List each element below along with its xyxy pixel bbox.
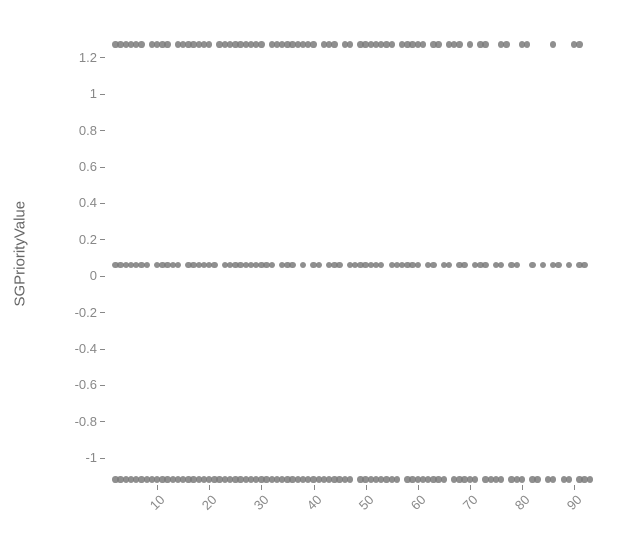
x-tick-mark (470, 485, 471, 490)
y-tick-mark (100, 312, 105, 313)
data-point (289, 262, 295, 268)
x-tick-mark (574, 485, 575, 490)
y-tick-label: 1.2 (79, 50, 97, 65)
data-point (211, 262, 217, 268)
data-point (347, 41, 353, 47)
y-tick-label: 0.2 (79, 232, 97, 247)
y-tick-label: -0.6 (75, 377, 97, 392)
y-tick-mark (100, 421, 105, 422)
data-point (566, 262, 572, 268)
y-tick-mark (100, 130, 105, 131)
data-point (587, 476, 593, 482)
data-point (175, 262, 181, 268)
y-tick-mark (100, 349, 105, 350)
data-point (482, 262, 488, 268)
data-point (316, 262, 322, 268)
y-tick-mark (100, 167, 105, 168)
x-tick-mark (209, 485, 210, 490)
data-point (430, 262, 436, 268)
y-tick-label: 1 (90, 86, 97, 101)
data-point (310, 41, 316, 47)
y-tick-label: -0.8 (75, 414, 97, 429)
data-point (258, 41, 264, 47)
data-point (472, 476, 478, 482)
x-tick-mark (522, 485, 523, 490)
data-point (394, 476, 400, 482)
x-tick-mark (418, 485, 419, 490)
data-point (529, 262, 535, 268)
data-point (519, 476, 525, 482)
x-tick-label: 30 (251, 492, 272, 513)
y-tick-label: -0.4 (75, 341, 97, 356)
x-tick-label: 60 (408, 492, 429, 513)
y-axis-label: SGPriorityValue (12, 206, 29, 306)
data-point (514, 262, 520, 268)
data-point (566, 476, 572, 482)
data-point (331, 41, 337, 47)
y-tick-mark (100, 203, 105, 204)
data-point (138, 41, 144, 47)
y-tick-label: 0.4 (79, 195, 97, 210)
x-tick-label: 10 (147, 492, 168, 513)
x-tick-label: 20 (199, 492, 220, 513)
y-tick-label: 0.8 (79, 123, 97, 138)
x-tick-label: 50 (355, 492, 376, 513)
y-tick-mark (100, 94, 105, 95)
y-tick-mark (100, 57, 105, 58)
x-tick-label: 90 (564, 492, 585, 513)
data-point (269, 262, 275, 268)
x-tick-mark (157, 485, 158, 490)
data-point (420, 41, 426, 47)
x-tick-mark (314, 485, 315, 490)
data-point (164, 41, 170, 47)
x-tick-label: 80 (512, 492, 533, 513)
data-point (540, 262, 546, 268)
data-point (461, 262, 467, 268)
scatter-chart: SGPriorityValue -1 -0.8 -0.6 -0.4 -0.2 0 0.2 0.… (0, 0, 635, 536)
data-point (347, 476, 353, 482)
y-tick-mark (100, 276, 105, 277)
y-tick-label: 0.6 (79, 159, 97, 174)
data-point (581, 262, 587, 268)
data-point (503, 41, 509, 47)
x-tick-label: 40 (303, 492, 324, 513)
data-point (435, 41, 441, 47)
y-tick-mark (100, 239, 105, 240)
y-tick-label: -1 (85, 450, 97, 465)
x-tick-label: 70 (460, 492, 481, 513)
data-point (467, 41, 473, 47)
y-tick-label: 0 (90, 268, 97, 283)
plot-area (105, 30, 595, 485)
data-point (498, 476, 504, 482)
y-tick-mark (100, 385, 105, 386)
data-point (144, 262, 150, 268)
data-point (441, 476, 447, 482)
data-point (576, 41, 582, 47)
x-tick-mark (261, 485, 262, 490)
y-tick-mark (100, 458, 105, 459)
data-point (389, 41, 395, 47)
x-tick-mark (366, 485, 367, 490)
data-point (534, 476, 540, 482)
data-point (555, 262, 561, 268)
y-tick-label: -0.2 (75, 305, 97, 320)
data-point (456, 41, 462, 47)
data-point (336, 262, 342, 268)
data-point (482, 41, 488, 47)
data-point (415, 262, 421, 268)
